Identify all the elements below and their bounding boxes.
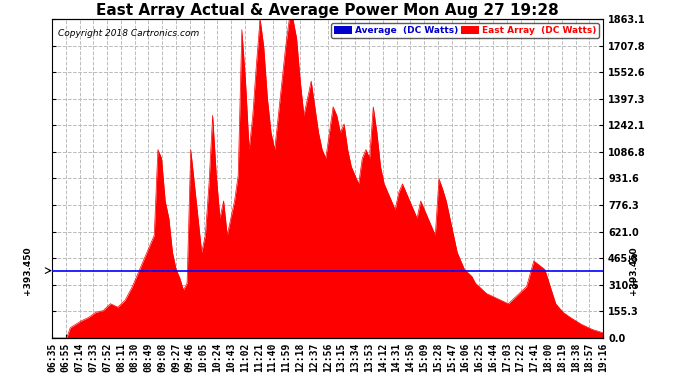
Title: East Array Actual & Average Power Mon Aug 27 19:28: East Array Actual & Average Power Mon Au… <box>96 3 559 18</box>
Text: +393.450: +393.450 <box>23 246 32 295</box>
Text: Copyright 2018 Cartronics.com: Copyright 2018 Cartronics.com <box>57 28 199 38</box>
Text: +393.450: +393.450 <box>629 246 638 295</box>
Legend: Average  (DC Watts), East Array  (DC Watts): Average (DC Watts), East Array (DC Watts… <box>331 24 599 38</box>
